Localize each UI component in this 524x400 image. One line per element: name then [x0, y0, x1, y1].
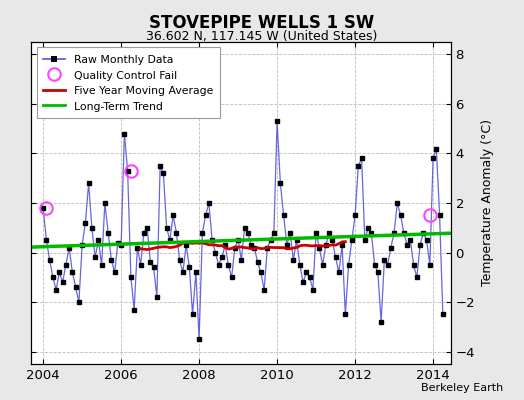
Text: 36.602 N, 117.145 W (United States): 36.602 N, 117.145 W (United States): [146, 30, 378, 43]
Text: Berkeley Earth: Berkeley Earth: [421, 383, 503, 393]
Legend: Raw Monthly Data, Quality Control Fail, Five Year Moving Average, Long-Term Tren: Raw Monthly Data, Quality Control Fail, …: [37, 48, 220, 118]
Text: STOVEPIPE WELLS 1 SW: STOVEPIPE WELLS 1 SW: [149, 14, 375, 32]
Y-axis label: Temperature Anomaly (°C): Temperature Anomaly (°C): [481, 120, 494, 286]
